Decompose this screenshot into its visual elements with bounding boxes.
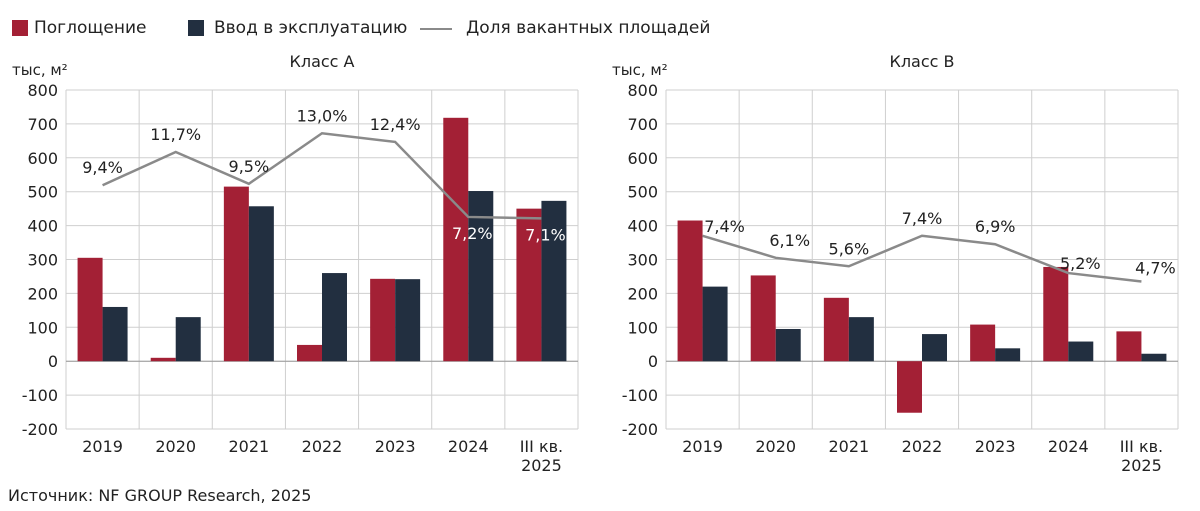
- vacancy-data-label: 7,1%: [525, 225, 566, 244]
- bar-absorption: [970, 324, 996, 362]
- y-tick-label: 700: [27, 115, 58, 134]
- y-tick-label: -200: [622, 420, 658, 439]
- y-tick-label: 700: [627, 115, 658, 134]
- bar-completions: [1068, 341, 1094, 362]
- vacancy-line: [702, 234, 1142, 283]
- y-tick-label: 200: [27, 284, 58, 303]
- legend-line-vacancy: [420, 28, 452, 30]
- bar-absorption: [1043, 266, 1069, 362]
- x-tick-label: 2022: [902, 437, 943, 456]
- y-tick-label: 300: [27, 251, 58, 270]
- vacancy-data-label: 9,4%: [82, 158, 123, 177]
- y-tick-label: 200: [627, 284, 658, 303]
- vacancy-data-label: 11,7%: [150, 125, 201, 144]
- x-tick-label: 2020: [155, 437, 196, 456]
- vacancy-data-label: 7,2%: [452, 224, 493, 243]
- bar-completions: [922, 334, 947, 362]
- y-tick-label: 100: [27, 318, 58, 337]
- bar-completions: [322, 273, 347, 362]
- bar-absorption: [150, 357, 176, 362]
- y-tick-label: 600: [27, 149, 58, 168]
- y-tick-label: 500: [27, 183, 58, 202]
- vacancy-data-label: 4,7%: [1135, 259, 1176, 278]
- chart-title: Класс В: [889, 52, 954, 71]
- bar-completions: [995, 348, 1021, 362]
- bar-absorption: [1116, 331, 1142, 362]
- legend-swatch-absorption: [12, 20, 28, 36]
- chart-title: Класс А: [289, 52, 354, 71]
- bar-completions: [541, 200, 567, 362]
- bar-absorption: [516, 208, 542, 362]
- bar-completions: [1141, 353, 1167, 362]
- y-tick-label: 0: [648, 352, 658, 371]
- vacancy-data-label: 6,9%: [975, 217, 1016, 236]
- x-tick-label: 2021: [828, 437, 869, 456]
- vacancy-data-label: 13,0%: [297, 106, 348, 125]
- bar-completions: [248, 206, 274, 362]
- vacancy-data-label: 7,4%: [902, 209, 943, 228]
- bar-completions: [468, 191, 494, 362]
- legend-swatch-completions: [188, 20, 204, 36]
- bar-absorption: [223, 186, 249, 362]
- y-axis-label: тыс, м²: [612, 61, 668, 79]
- y-tick-label: -100: [622, 386, 658, 405]
- y-tick-label: 400: [627, 217, 658, 236]
- bar-absorption: [750, 275, 776, 362]
- vacancy-line: [102, 131, 542, 220]
- bar-absorption: [677, 220, 703, 362]
- bar-absorption: [823, 297, 849, 362]
- bar-absorption: [77, 257, 103, 362]
- vacancy-data-label: 6,1%: [769, 231, 810, 250]
- bar-completions: [395, 279, 421, 362]
- x-tick-label: 2024: [1048, 437, 1089, 456]
- bar-absorption: [370, 278, 396, 362]
- y-tick-label: 300: [627, 251, 658, 270]
- y-axis-label: тыс, м²: [12, 61, 68, 79]
- y-tick-label: 500: [627, 183, 658, 202]
- bar-completions: [775, 328, 801, 362]
- y-tick-label: 100: [627, 318, 658, 337]
- x-tick-label: 2025: [1121, 456, 1162, 475]
- x-tick-label: III кв.: [520, 437, 563, 456]
- y-tick-label: -200: [22, 420, 58, 439]
- bar-absorption: [897, 361, 922, 413]
- legend: Поглощение Ввод в эксплуатацию Доля вака…: [0, 0, 1200, 60]
- vacancy-data-label: 5,2%: [1060, 254, 1101, 273]
- vacancy-data-label: 9,5%: [229, 157, 270, 176]
- y-tick-label: 800: [627, 81, 658, 100]
- x-tick-label: 2020: [755, 437, 796, 456]
- legend-label-completions: Ввод в эксплуатацию: [214, 18, 408, 38]
- bar-completions: [175, 317, 201, 362]
- bar-completions: [702, 286, 728, 362]
- vacancy-data-label: 7,4%: [704, 217, 745, 236]
- x-tick-label: 2023: [975, 437, 1016, 456]
- chart-class-a: Класс А тыс, м² 800 700 600 500 400 300 200 100 0 -…: [12, 52, 579, 475]
- y-tick-label: 400: [27, 217, 58, 236]
- bar-completions: [848, 317, 874, 362]
- y-tick-label: 600: [627, 149, 658, 168]
- chart-class-b: Класс В тыс, м² 800 700 600 500 400 300 200 100 0 -…: [612, 52, 1179, 475]
- x-tick-label: 2023: [375, 437, 416, 456]
- bar-completions: [102, 306, 128, 362]
- source-note: Источник: NF GROUP Research, 2025: [8, 486, 312, 505]
- x-tick-label: III кв.: [1120, 437, 1163, 456]
- x-tick-label: 2024: [448, 437, 489, 456]
- vacancy-data-label: 12,4%: [370, 115, 421, 134]
- x-tick-label: 2019: [682, 437, 723, 456]
- legend-label-absorption: Поглощение: [34, 18, 147, 38]
- legend-label-vacancy: Доля вакантных площадей: [466, 18, 711, 38]
- x-tick-label: 2022: [302, 437, 343, 456]
- bar-absorption: [443, 117, 469, 362]
- x-tick-label: 2021: [228, 437, 269, 456]
- vacancy-data-label: 5,6%: [829, 239, 870, 258]
- y-tick-label: -100: [22, 386, 58, 405]
- y-tick-label: 800: [27, 81, 58, 100]
- y-tick-label: 0: [48, 352, 58, 371]
- x-tick-label: 2025: [521, 456, 562, 475]
- bar-absorption: [297, 344, 322, 362]
- x-tick-label: 2019: [82, 437, 123, 456]
